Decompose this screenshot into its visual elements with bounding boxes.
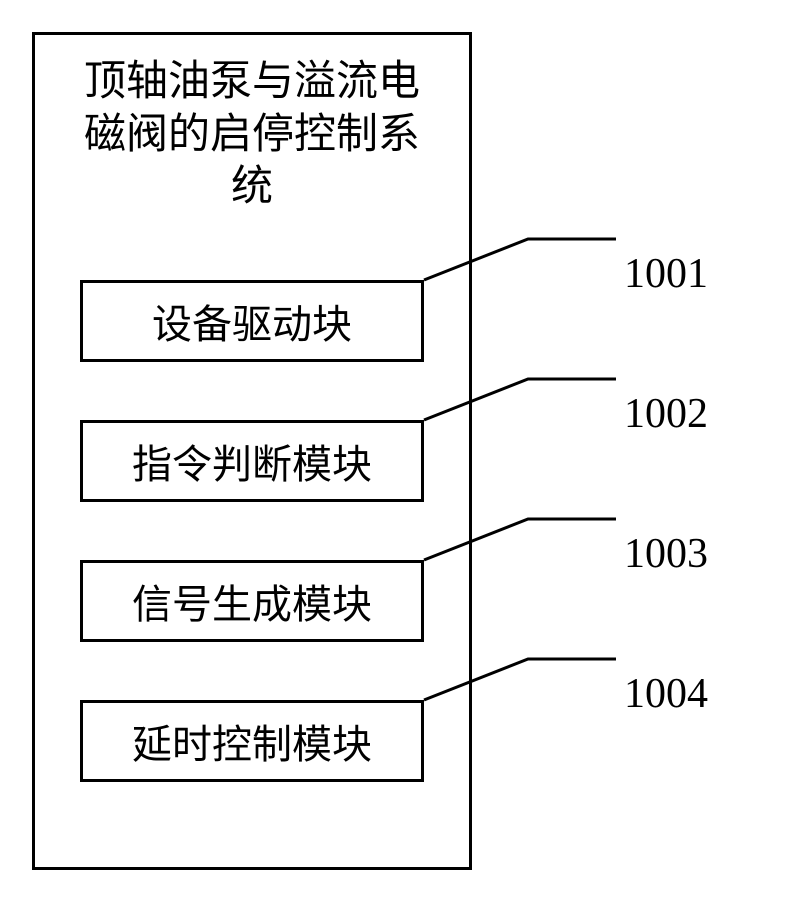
module-driver-label: 设备驱动块	[152, 292, 352, 350]
ref-label-1003: 1003	[624, 530, 708, 578]
module-signal-label: 信号生成模块	[132, 572, 372, 630]
module-signal: 信号生成模块	[80, 560, 424, 642]
ref-label-1001: 1001	[624, 250, 708, 298]
diagram-canvas: 顶轴油泵与溢流电 磁阀的启停控制系 统 设备驱动块 指令判断模块 信号生成模块 …	[0, 0, 791, 900]
ref-label-1004: 1004	[624, 670, 708, 718]
module-delay-label: 延时控制模块	[132, 712, 372, 770]
module-driver: 设备驱动块	[80, 280, 424, 362]
module-command-label: 指令判断模块	[132, 432, 372, 490]
ref-label-1002: 1002	[624, 390, 708, 438]
module-delay: 延时控制模块	[80, 700, 424, 782]
module-command: 指令判断模块	[80, 420, 424, 502]
system-title: 顶轴油泵与溢流电 磁阀的启停控制系 统	[48, 56, 456, 214]
